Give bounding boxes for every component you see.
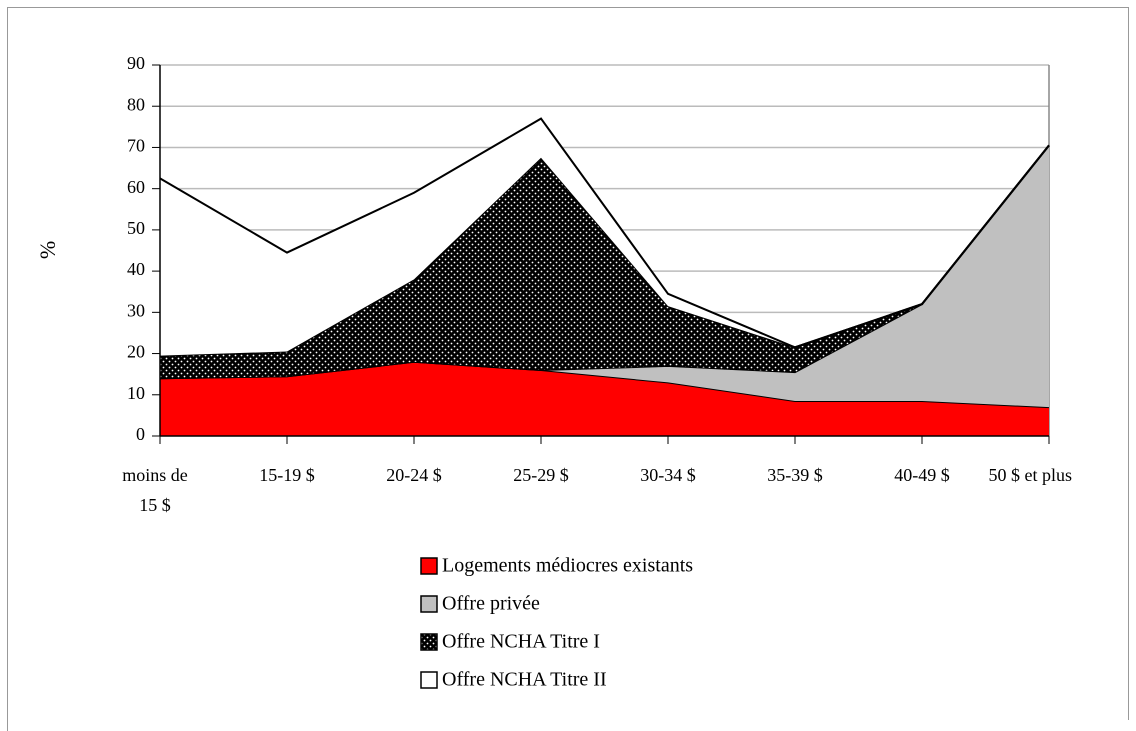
y-tick-label: 60: [127, 177, 145, 197]
area: [160, 118, 1049, 356]
y-tick-label: 30: [127, 300, 145, 320]
legend-label: Logements médiocres existants: [442, 555, 693, 577]
y-tick-label: 40: [127, 259, 145, 279]
x-tick-label: 40-49 $: [894, 465, 950, 485]
legend-swatch: [420, 671, 438, 689]
y-tick-label: 0: [136, 424, 145, 444]
y-tick-label: 90: [127, 53, 145, 73]
x-tick-label: 50 $ et plus: [988, 465, 1073, 485]
legend-label: Offre NCHA Titre I: [442, 631, 600, 653]
legend-swatch: [420, 633, 438, 651]
area: [160, 145, 1049, 408]
y-axis-label: %: [35, 241, 60, 259]
x-tick-label: 25-29 $: [513, 465, 569, 485]
legend-label: Offre privée: [442, 593, 540, 615]
x-tick-label: 30-34 $: [640, 465, 696, 485]
area: [160, 361, 1049, 436]
x-tick-label: 35-39 $: [767, 465, 823, 485]
legend-label: Offre NCHA Titre II: [442, 669, 607, 691]
y-tick-label: 80: [127, 94, 145, 114]
y-tick-label: 70: [127, 136, 145, 156]
area: [160, 145, 1049, 379]
x-tick-label: 20-24 $: [386, 465, 442, 485]
y-tick-label: 10: [127, 383, 145, 403]
frame: [7, 7, 1129, 731]
x-tick-label: moins de 15 $: [122, 465, 188, 515]
y-tick-label: 20: [127, 342, 145, 362]
x-tick-label: 15-19 $: [259, 465, 315, 485]
legend-swatch: [420, 595, 438, 613]
legend-swatch: [420, 557, 438, 575]
y-tick-label: 50: [127, 218, 145, 238]
area-edge: [159, 117, 1050, 349]
